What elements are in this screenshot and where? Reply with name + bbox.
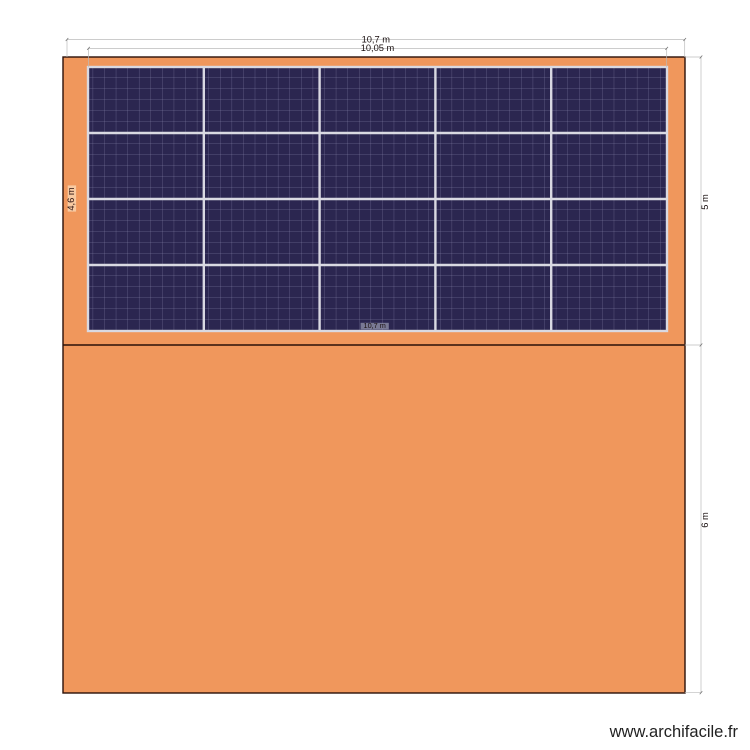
svg-text:www.archifacile.fr: www.archifacile.fr xyxy=(609,723,739,741)
svg-text:5 m: 5 m xyxy=(700,194,710,210)
svg-text:6 m: 6 m xyxy=(700,512,710,528)
svg-text:10,05 m: 10,05 m xyxy=(361,43,395,53)
svg-text:4,6 m: 4,6 m xyxy=(66,187,76,211)
svg-text:10,7 m: 10,7 m xyxy=(364,321,386,330)
